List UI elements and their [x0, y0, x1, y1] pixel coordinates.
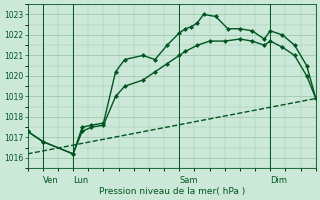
X-axis label: Pression niveau de la mer( hPa ): Pression niveau de la mer( hPa ): [99, 187, 245, 196]
Text: Ven: Ven: [43, 176, 59, 185]
Text: Lun: Lun: [73, 176, 88, 185]
Text: Sam: Sam: [179, 176, 198, 185]
Text: Dim: Dim: [270, 176, 287, 185]
